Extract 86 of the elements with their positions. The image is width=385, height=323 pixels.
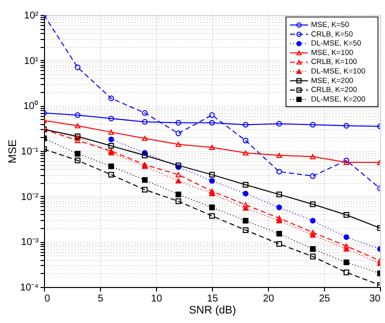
point: [209, 191, 215, 196]
point: [242, 227, 248, 233]
point: [142, 152, 148, 158]
point: [276, 216, 282, 221]
x-axis-title: SNR (dB): [188, 304, 236, 316]
x-tick-label: 30: [369, 294, 381, 304]
point: [344, 122, 350, 129]
point: [209, 213, 215, 219]
point: [242, 182, 248, 188]
point: [276, 168, 282, 175]
point: [276, 204, 282, 210]
point: [310, 218, 316, 224]
point: [242, 150, 248, 156]
x-tick-label: 25: [318, 294, 330, 304]
point: [344, 234, 350, 240]
point: [276, 152, 282, 158]
point: [176, 178, 182, 184]
point: [108, 116, 114, 122]
y-tick-label: 10⁻⁴: [20, 282, 38, 294]
point: [176, 172, 182, 178]
point: [310, 154, 316, 160]
point: [209, 112, 215, 118]
point: [344, 246, 350, 252]
point: [310, 230, 316, 235]
point: [276, 192, 282, 198]
point: [74, 150, 80, 157]
point: [176, 192, 182, 198]
y-tick-label: 10¹: [24, 56, 40, 67]
point: [310, 232, 316, 238]
y-tick-label: 10⁻²: [21, 192, 40, 203]
point: [142, 136, 148, 141]
point: [74, 158, 80, 164]
point: [108, 130, 114, 135]
point: [108, 136, 114, 142]
point: [142, 110, 148, 116]
point: [108, 163, 114, 170]
point: [242, 190, 248, 196]
point: [176, 120, 182, 126]
point: [310, 122, 316, 128]
point: [209, 172, 215, 178]
point: [142, 186, 148, 193]
point: [310, 173, 316, 179]
point: [209, 120, 215, 126]
point: [142, 177, 148, 183]
line-series: [44, 118, 380, 165]
x-tick-label: 20: [262, 294, 274, 304]
x-tick-label: 5: [98, 294, 104, 304]
y-tick-label: 10⁻³: [21, 237, 40, 248]
point: [242, 206, 248, 211]
point: [310, 254, 316, 260]
point: [108, 150, 114, 156]
point: [344, 244, 350, 249]
y-tick-label: 10²: [24, 10, 40, 22]
point: [344, 212, 350, 218]
point: [209, 188, 215, 194]
point: [276, 241, 282, 247]
y-tick-label: 10⁰: [23, 100, 38, 112]
point: [276, 230, 282, 237]
y-axis-title: MSE: [7, 140, 20, 164]
point: [176, 130, 182, 136]
point: [176, 142, 182, 147]
point: [108, 172, 114, 178]
point: [310, 246, 316, 252]
point: [142, 118, 148, 125]
point: [176, 198, 182, 204]
point: [310, 201, 316, 208]
point: [242, 138, 248, 144]
point: [209, 144, 215, 150]
point: [344, 270, 350, 276]
x-tick-label: 10: [150, 294, 162, 304]
point: [242, 218, 248, 224]
point: [108, 142, 114, 149]
point: [209, 204, 215, 210]
point: [108, 96, 114, 102]
point: [74, 64, 80, 70]
point: [209, 178, 215, 184]
point: [344, 259, 350, 266]
y-tick-label: 10⁻¹: [21, 146, 40, 158]
point: [74, 123, 80, 128]
point: [74, 112, 80, 118]
point: [276, 120, 282, 127]
point: [242, 122, 248, 128]
point: [242, 202, 248, 208]
point: [276, 218, 282, 224]
x-tick-label: 0: [44, 294, 50, 304]
x-tick-label: 15: [206, 294, 218, 304]
